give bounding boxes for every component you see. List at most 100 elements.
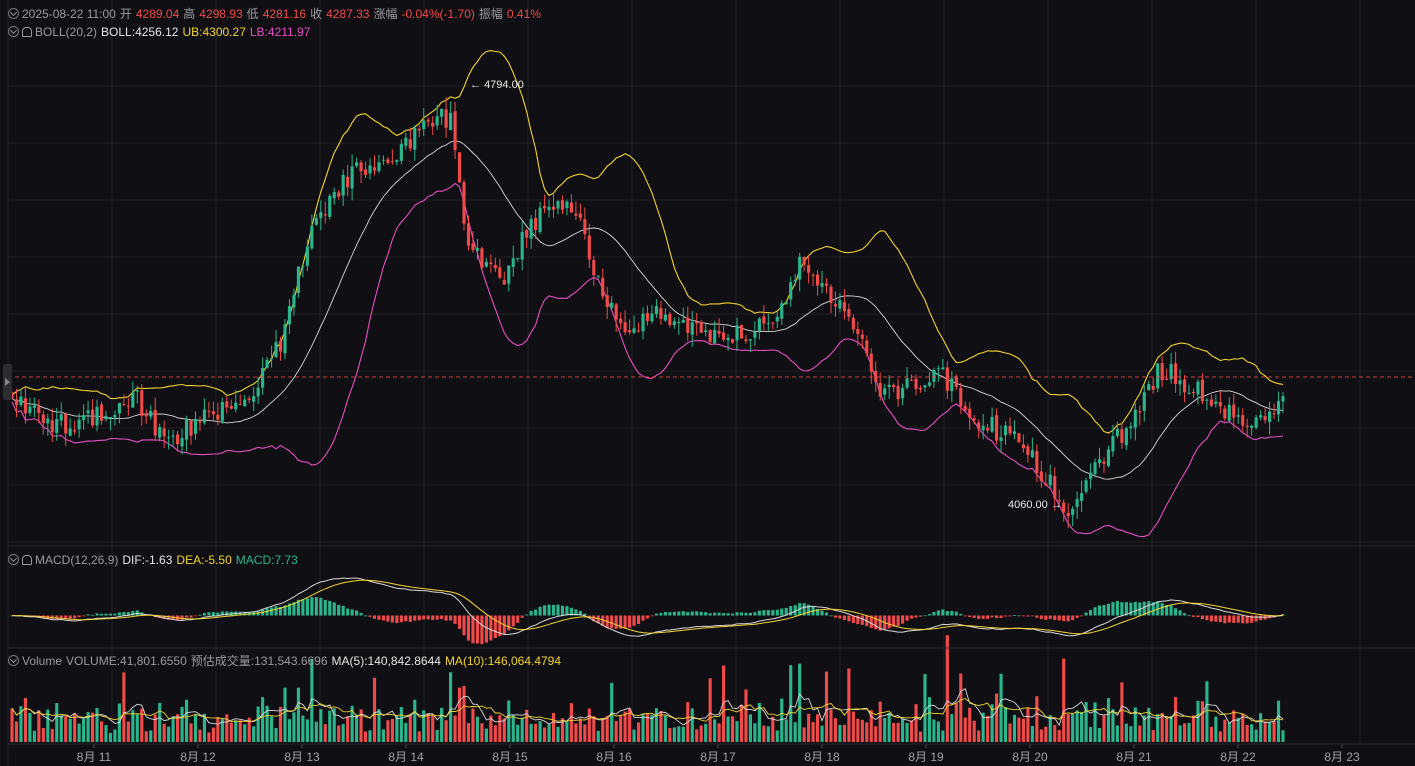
macd-histogram-bar (681, 611, 685, 616)
x-tick-label: 8月 19 (908, 750, 944, 764)
macd-histogram-bar (1156, 601, 1160, 616)
macd-histogram-bar (905, 615, 909, 621)
macd-histogram-bar (1187, 615, 1191, 617)
bell-icon[interactable] (22, 555, 32, 565)
candle (1021, 434, 1025, 453)
volume-bar (1218, 731, 1222, 742)
macd-histogram-bar (1165, 604, 1169, 616)
candle (1066, 503, 1070, 529)
macd-histogram-bar (278, 606, 283, 616)
bell-icon[interactable] (22, 27, 32, 37)
candle (507, 265, 511, 292)
macd-histogram-bar (829, 615, 833, 617)
candle (484, 258, 488, 268)
candle (762, 305, 766, 333)
candle (766, 313, 770, 331)
candle (699, 320, 703, 333)
macd-histogram-bar (466, 615, 471, 641)
candle (261, 357, 265, 395)
candle (399, 139, 403, 165)
volume-bar (704, 723, 708, 742)
macd-histogram-bar (1088, 609, 1093, 616)
candle (771, 322, 775, 330)
macd-histogram-bar (462, 615, 466, 636)
macd-histogram-bar (337, 605, 341, 616)
volume-bar (1178, 725, 1182, 742)
volume-bar (842, 724, 846, 742)
macd-histogram-bar (332, 602, 336, 616)
candle (744, 335, 748, 344)
candle (972, 415, 976, 425)
macd-histogram-bar (614, 615, 618, 629)
collapse-toggle[interactable] (8, 26, 19, 37)
volume-bar (811, 722, 815, 742)
macd-histogram-bar (730, 613, 735, 616)
candle (1133, 403, 1137, 441)
macd-histogram-bar (565, 606, 569, 616)
volume-bar (1008, 723, 1012, 742)
macd-histogram-bar (986, 615, 990, 619)
candle (878, 372, 882, 401)
candle (1057, 489, 1061, 507)
volume-bar (350, 705, 354, 742)
macd-histogram-bar (296, 599, 300, 616)
volume-bar (202, 713, 207, 742)
candle (82, 404, 86, 430)
collapse-toggle[interactable] (8, 655, 19, 666)
macd-histogram-bar (610, 615, 614, 629)
x-tick-label: 8月 11 (77, 750, 112, 764)
collapse-toggle[interactable] (8, 8, 19, 19)
volume-bar (995, 693, 999, 742)
volume-bar (672, 727, 676, 742)
macd-histogram-bar (963, 615, 967, 617)
macd-histogram-bar (216, 612, 220, 616)
macd-histogram-bar (560, 605, 565, 616)
volume-bar (82, 718, 86, 742)
candle (1120, 422, 1124, 449)
volume-bar (64, 716, 68, 742)
volume-bar (68, 718, 72, 742)
macd-histogram-bar (99, 613, 104, 616)
volume-bar (936, 721, 940, 742)
macd-histogram-bar (722, 613, 726, 616)
volume-legend[interactable]: Volume VOLUME: 41,801.6550 预估成交量: 131,543.… (22, 654, 562, 668)
macd-histogram-bar (659, 612, 663, 616)
macd-histogram-bar (457, 615, 462, 629)
macd-histogram-bar (972, 615, 976, 618)
volume-bar (1088, 726, 1093, 742)
boll-legend[interactable]: BOLL(20,2) BOLL: 4256.12 UB: 4300.27 LB: 42… (22, 24, 314, 40)
macd-histogram-bar (1066, 615, 1070, 622)
candle (108, 416, 113, 431)
macd-histogram-bar (207, 612, 211, 616)
volume-bar (1236, 717, 1240, 742)
macd-histogram-bar (1030, 615, 1034, 617)
volume-bar (440, 707, 444, 742)
macd-histogram-bar (932, 612, 936, 616)
collapse-toggle[interactable] (8, 554, 19, 565)
macd-histogram-bar (744, 612, 748, 616)
volume-bar (999, 673, 1003, 742)
macd-histogram-bar (851, 615, 855, 623)
candle (278, 336, 283, 361)
volume-bar (905, 722, 909, 742)
candle (1268, 401, 1272, 435)
candle (735, 317, 739, 352)
volume-bar (914, 704, 918, 742)
macd-histogram-bar (77, 615, 81, 618)
candle (628, 319, 632, 335)
volume-bar (73, 713, 77, 742)
candle (945, 360, 949, 400)
macd-histogram-bar (1106, 603, 1111, 616)
high-value: 4298.93 (199, 7, 243, 21)
macd-legend[interactable]: MACD(12,26,9) DIF: -1.63 DEA: -5.50 MACD: 7… (22, 552, 302, 568)
macd-histogram-bar (1205, 615, 1209, 621)
candle (601, 268, 605, 300)
volume-bar (775, 730, 779, 742)
volume-bar (1147, 707, 1151, 742)
candle (883, 383, 887, 401)
candle (798, 253, 802, 292)
macd-histogram-bar (287, 603, 292, 616)
panel-expand-handle[interactable] (3, 364, 12, 400)
volume-bar (184, 699, 189, 742)
